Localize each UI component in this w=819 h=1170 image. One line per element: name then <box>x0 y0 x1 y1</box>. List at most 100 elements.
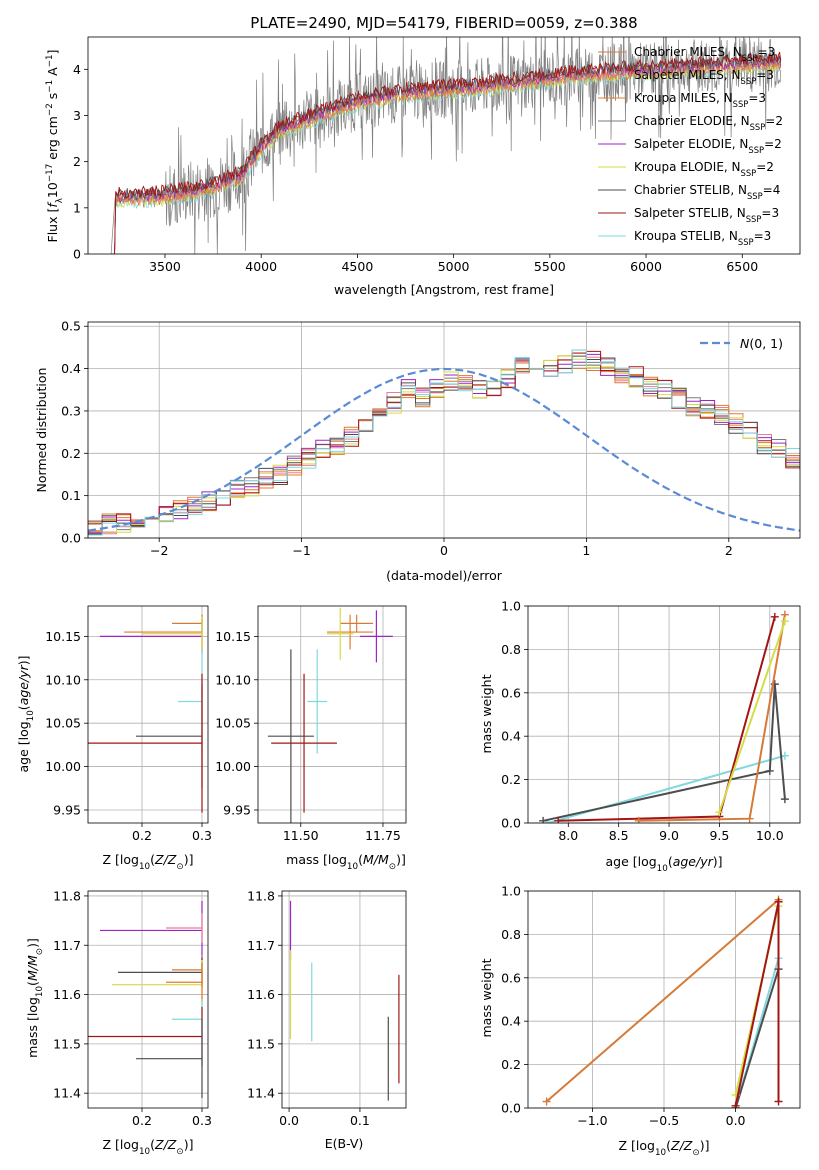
x-axis-label-part: 10 <box>657 864 668 874</box>
point-marker <box>554 816 563 823</box>
axes-residuals: −2 −1 0 1 2 0.0 0.1 0.2 0.3 0.4 0.5 (data-model)/er… <box>34 319 801 583</box>
x-axis-label-part: ⊙ <box>692 1148 699 1158</box>
y-tick-label: 11.4 <box>247 1086 275 1101</box>
series-line <box>718 620 786 813</box>
x-axis-label-part: Z/Z <box>670 1138 693 1153</box>
y-axis-label-part: −2 <box>45 103 55 116</box>
x-tick-label: −0.5 <box>649 1113 679 1128</box>
x-axis-label-part: )] <box>713 854 723 869</box>
legend-entry: Kroupa ELODIE, NSSP=2 <box>634 160 774 178</box>
y-tick-label: 0.4 <box>501 729 521 744</box>
x-tick-label: 0.1 <box>350 1113 370 1128</box>
y-tick-label: 2 <box>73 154 81 169</box>
y-tick-label: 1 <box>73 200 81 215</box>
model-chabrier_miles <box>111 60 782 254</box>
axes-frame <box>527 605 801 824</box>
y-axis-label: age [log10(age/yr)] <box>16 655 36 772</box>
point-marker <box>715 808 724 817</box>
plot-area <box>88 349 800 536</box>
y-axis-label-part: s <box>45 93 60 104</box>
y-axis-label-part: age/yr <box>16 664 31 705</box>
y-axis-label-part: ( <box>25 981 40 986</box>
legend-entry-part: Kroupa STELIB, N <box>634 229 738 243</box>
point-marker <box>634 816 643 823</box>
y-tick-label: 0.0 <box>61 531 81 546</box>
y-tick-label: 0.8 <box>501 927 521 942</box>
legend-entry-part: =3 <box>757 45 775 59</box>
x-axis-label-part: )] <box>184 1137 194 1152</box>
y-axis-label-part: ⊙ <box>35 948 45 955</box>
legend-entry-part: SSP <box>746 214 762 224</box>
legend-entry-part: SSP <box>750 122 766 132</box>
y-axis-label-part: −1 <box>45 54 55 67</box>
x-tick-label: 10.0 <box>756 828 784 843</box>
legend-entry: Chabrier ELODIE, NSSP=2 <box>634 114 783 132</box>
hist-chabrier_elodie <box>88 361 800 531</box>
x-axis-label: Z [log10(Z/Z⊙)] <box>103 1137 194 1157</box>
x-axis-label-part: mass [log <box>286 852 347 867</box>
x-tick-label: 0 <box>440 543 448 558</box>
x-tick-label: 6000 <box>630 259 662 274</box>
axes-frame <box>87 605 209 824</box>
axes-frame <box>281 890 407 1109</box>
x-tick-label: 8.5 <box>609 828 629 843</box>
x-axis-label-part: ⊙ <box>389 862 396 872</box>
y-tick-label: 11.6 <box>53 987 81 1002</box>
x-tick-label: 0.3 <box>192 1113 212 1128</box>
point-marker <box>542 1097 551 1106</box>
plot-area <box>539 610 789 823</box>
y-tick-label: 1.0 <box>501 884 521 899</box>
axes-frame <box>257 605 407 824</box>
x-tick-label: 11.75 <box>365 828 401 843</box>
x-axis-label-part: age/yr <box>673 854 714 869</box>
y-tick-label: 10.00 <box>215 759 251 774</box>
axes-weight_vs_age: 8.0 8.5 9.0 9.5 10.0 0.0 0.2 0.4 0.6 0.8 1.0 age [l… <box>479 599 801 874</box>
legend-entry-part: =2 <box>764 137 782 151</box>
x-axis-label: (data-model)/error <box>386 568 503 583</box>
point-marker <box>780 617 789 626</box>
series-line <box>547 754 786 823</box>
y-tick-label: 10.05 <box>45 716 81 731</box>
x-tick-label: 3500 <box>149 259 181 274</box>
y-tick-label: 0.3 <box>61 403 81 418</box>
axes-frame <box>87 321 801 539</box>
y-tick-label: 11.5 <box>247 1036 275 1051</box>
y-tick-label: 11.4 <box>53 1086 81 1101</box>
x-tick-label: 2 <box>725 543 733 558</box>
series-line <box>734 901 780 1107</box>
x-tick-label: −1.0 <box>577 1113 607 1128</box>
legend-entry-part: =3 <box>756 68 774 82</box>
x-tick-label: 11.50 <box>283 828 319 843</box>
y-tick-label: 11.8 <box>53 888 81 903</box>
legend-entry: Salpeter STELIB, NSSP=3 <box>634 206 779 224</box>
point-marker <box>774 1097 783 1106</box>
y-axis-label-part: Flux [ <box>45 208 60 243</box>
y-tick-label: 10.15 <box>45 629 81 644</box>
y-axis-label-part: λ <box>55 198 65 203</box>
hist-salpeter_stelib <box>88 350 800 527</box>
x-axis-label: Z [log10(Z/Z⊙)] <box>619 1138 710 1158</box>
point-marker <box>780 751 789 760</box>
x-axis-label-part: 10 <box>139 1147 150 1157</box>
legend-entry: Kroupa MILES, NSSP=3 <box>634 91 766 109</box>
x-tick-label: 6500 <box>726 259 758 274</box>
y-tick-label: 0.0 <box>501 1101 521 1116</box>
x-axis-label-part: 10 <box>655 1148 666 1158</box>
legend-entry-part: SSP <box>742 53 758 63</box>
y-axis-label-part: )] <box>16 655 31 665</box>
y-tick-label: 4 <box>73 62 81 77</box>
x-tick-label: 0.0 <box>726 1113 746 1128</box>
series-line <box>638 614 786 822</box>
legend-entry-part: N <box>740 336 750 351</box>
x-axis-label: mass [log10(M/M⊙)] <box>286 852 406 872</box>
legend-entry-part: =3 <box>761 206 779 220</box>
series-line <box>734 968 780 1108</box>
x-tick-label: 0.0 <box>279 1113 299 1128</box>
point-marker <box>765 766 774 775</box>
plot-area <box>88 614 203 813</box>
hist-kroupa_stelib <box>88 349 800 536</box>
legend-entry-part: =4 <box>763 183 781 197</box>
y-tick-label: 0.8 <box>501 642 521 657</box>
y-tick-label: 9.95 <box>53 802 81 817</box>
